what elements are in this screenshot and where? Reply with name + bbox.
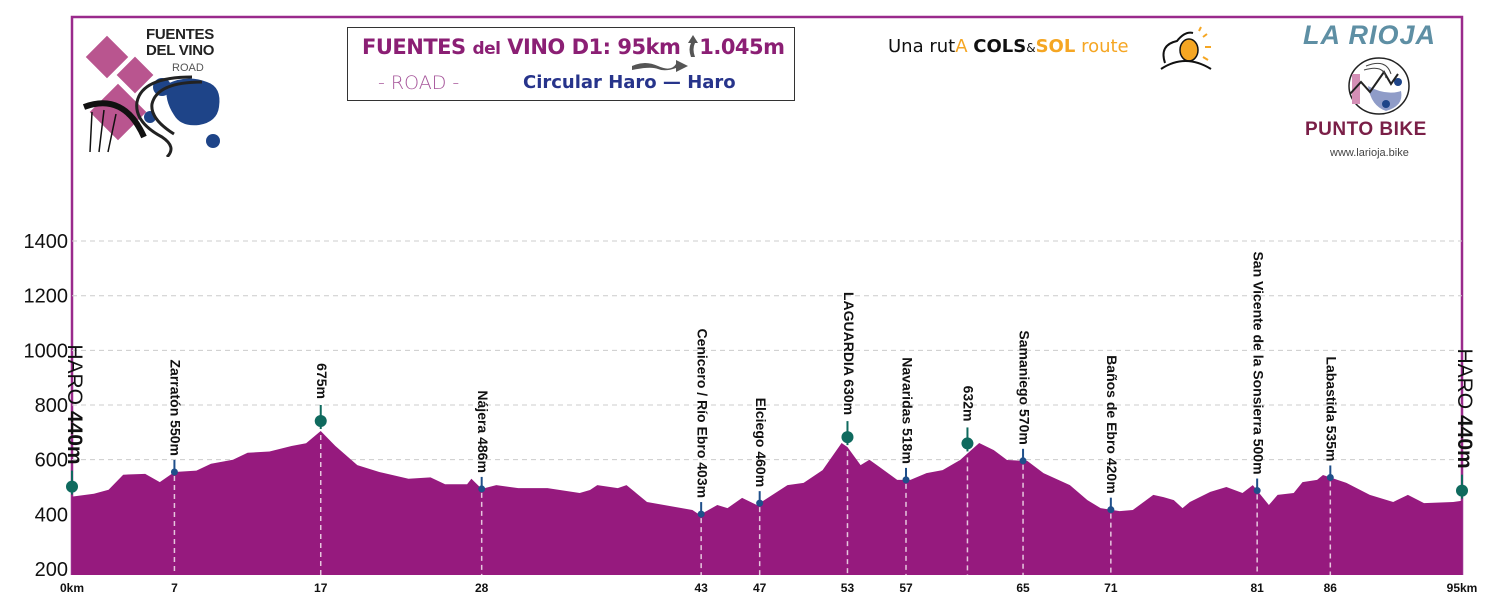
x-tick-label: 71	[1104, 581, 1118, 595]
x-tick-label: 47	[753, 581, 767, 595]
waypoint-marker	[1456, 484, 1468, 497]
waypoint-marker	[961, 437, 974, 450]
x-tick-label: 53	[841, 581, 855, 595]
route-description: Circular Haro — Haro	[523, 72, 736, 93]
x-tick-label: 81	[1250, 581, 1264, 595]
waypoint-marker	[478, 485, 486, 493]
x-tick-label: 17	[314, 581, 328, 595]
waypoint-label: Zarratón 550m	[168, 359, 184, 455]
y-tick-label: 1200	[24, 286, 69, 308]
title-climb: 1.045m	[699, 35, 785, 59]
y-tick-label: 1400	[24, 231, 69, 253]
cols-prefix: Una rut	[888, 36, 956, 57]
waypoint-label: Baños de Ebro 420m	[1104, 355, 1120, 494]
cols-sol: SOL	[1035, 36, 1076, 57]
elevation-area	[72, 431, 1462, 575]
punto-bike-logo-text: PUNTO BIKE	[1305, 119, 1427, 140]
waypoint-marker	[170, 468, 178, 476]
route-title: FUENTES del VINO D1: 95km 1.045m	[362, 34, 785, 59]
waypoint-label: LAGUARDIA 630m	[841, 292, 857, 415]
route-type: - ROAD -	[378, 72, 460, 94]
y-tick-label: 200	[35, 559, 68, 581]
la-rioja-logo-text: LA RIOJA	[1303, 20, 1437, 50]
waypoint-label: 675m	[314, 363, 330, 399]
waypoint-marker	[841, 431, 854, 444]
title-distance: VINO D1: 95km	[507, 35, 681, 59]
waypoint-altitude: 440m	[63, 411, 86, 465]
cols-route: route	[1081, 36, 1129, 57]
waypoint-marker	[756, 499, 764, 507]
distance-arrow-icon	[632, 60, 688, 72]
title-main: FUENTES	[362, 35, 466, 59]
x-tick-label: 95km	[1447, 581, 1478, 595]
waypoint-label: Labastida 535m	[1324, 356, 1340, 461]
waypoint-marker	[697, 510, 705, 518]
waypoint-marker	[1253, 487, 1261, 495]
x-tick-label: 0km	[60, 581, 84, 595]
waypoint-label: Nájera 486m	[475, 390, 491, 473]
route-title-box: FUENTES del VINO D1: 95km 1.045m - ROAD …	[347, 27, 795, 101]
cols-sol-logo: Una rutA COLS&SOL route	[888, 36, 1129, 57]
fuentes-logo-line2: DEL VINO	[146, 42, 215, 59]
cols-amp: &	[1026, 41, 1036, 55]
title-del: del	[472, 39, 501, 59]
waypoint-label: San Vicente de la Sonsierra 500m	[1250, 251, 1266, 474]
waypoint-label: Elciego 460m	[753, 398, 769, 488]
waypoint-marker	[902, 476, 910, 484]
waypoint-name: HARO	[1453, 348, 1476, 415]
y-tick-label: 1000	[24, 340, 69, 362]
y-tick-label: 800	[35, 395, 68, 417]
punto-bike-logo-graphic	[1348, 57, 1410, 115]
fuentes-del-vino-logo	[82, 22, 232, 162]
waypoint-label: HARO 440m	[1453, 348, 1476, 468]
fuentes-logo-text: FUENTES DEL VINO	[146, 27, 214, 59]
waypoint-label: HARO 440m	[63, 344, 86, 464]
x-tick-label: 57	[899, 581, 913, 595]
fuentes-logo-line1: FUENTES	[146, 26, 214, 43]
waypoint-label: Navaridas 518m	[899, 357, 915, 464]
cyclist-sun-icon	[1160, 26, 1212, 70]
waypoint-label: 632m	[961, 386, 977, 422]
x-tick-label: 65	[1016, 581, 1030, 595]
waypoint-marker	[1326, 473, 1334, 481]
y-tick-label: 600	[35, 450, 68, 472]
x-tick-label: 43	[694, 581, 708, 595]
x-tick-label: 28	[475, 581, 489, 595]
waypoint-altitude: 440m	[1453, 415, 1476, 469]
waypoint-marker	[314, 414, 327, 427]
y-tick-label: 400	[35, 504, 68, 526]
x-tick-label: 7	[171, 581, 178, 595]
cols-word: COLS	[973, 36, 1027, 57]
website-text: www.larioja.bike	[1330, 147, 1409, 159]
waypoint-label: Samaniego 570m	[1016, 330, 1032, 444]
fuentes-logo-graphic	[82, 35, 220, 159]
waypoint-label: Cenicero / Río Ebro 403m	[694, 328, 710, 498]
x-tick-label: 86	[1324, 581, 1338, 595]
climb-arrow-icon	[688, 35, 699, 57]
waypoint-marker	[1107, 506, 1115, 514]
fuentes-logo-road: ROAD	[172, 62, 204, 74]
waypoint-marker	[1019, 457, 1027, 465]
waypoint-name: HARO	[63, 344, 86, 411]
cols-a: A	[955, 36, 968, 57]
waypoint-marker	[66, 480, 78, 493]
